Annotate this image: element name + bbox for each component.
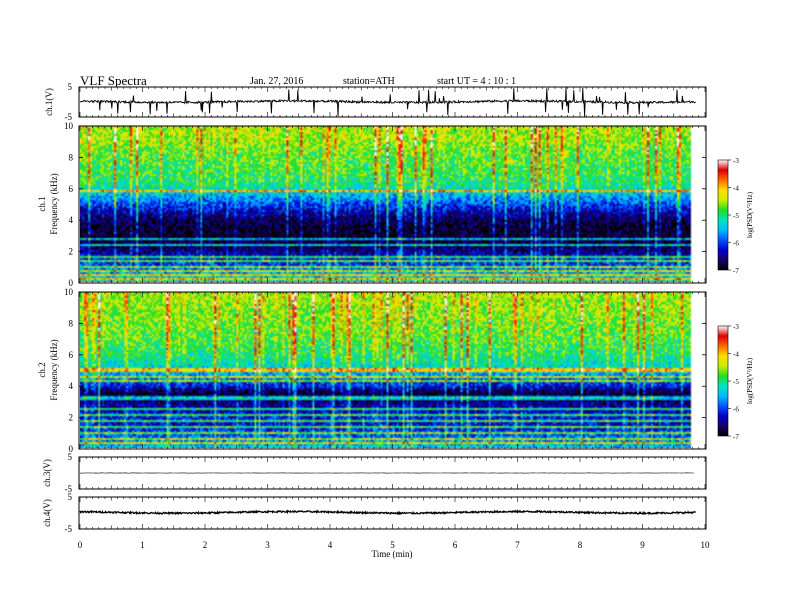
ch2-spectrogram-ylabel-channel: ch.2 (37, 362, 47, 377)
ch1-ytick-top: 5 (68, 82, 73, 92)
ch2-colorbar: -3 -4 -5 -6 -7 log(PSD(V²/Hz) (717, 323, 754, 441)
ch1-colorbar-label: log(PSD(V²/Hz) (746, 191, 754, 238)
ch3-ytick-bottom: -5 (65, 484, 73, 494)
ch1-spectrogram-ytick-label: 10 (64, 121, 74, 131)
ch1-colorbar: -3 -4 -5 -6 -7 log(PSD(V²/Hz) (717, 157, 754, 275)
x-tick-label: 2 (203, 540, 208, 550)
ch1-spectrogram-image (80, 126, 705, 282)
ch3-waveform-ylabel: ch.3(V) (42, 459, 52, 487)
ch2-colorbar-gradient (717, 325, 729, 437)
ch1-spectrogram-ylabel-channel: ch.1 (37, 196, 47, 211)
ch1-spectrogram-panel: 0 2 4 6 8 10 ch.1 Frequency (kHz) (37, 121, 707, 288)
start-time-label: start UT = 4 : 10 : 1 (437, 76, 516, 87)
ch2-spectrogram-ytick-label: 6 (69, 350, 74, 360)
ch4-ytick-top: 5 (68, 492, 73, 502)
ch2-colorbar-tick-label: -3 (733, 323, 739, 331)
ch2-spectrogram-ytick-label: 10 (64, 287, 74, 297)
figure-title: VLF Spectra (80, 73, 147, 88)
ch1-colorbar-tick-label: -5 (733, 212, 739, 220)
ch1-spectrogram-ytick-label: 8 (69, 152, 74, 162)
ch4-ytick-bottom: -5 (65, 524, 73, 534)
ch4-waveform-trace (79, 509, 697, 516)
ch1-colorbar-tick-label: -6 (733, 240, 739, 248)
ch2-colorbar-tick-label: -6 (733, 406, 739, 414)
date-label: Jan. 27, 2016 (250, 76, 303, 87)
ch4-waveform-ylabel: ch.4(V) (42, 499, 52, 527)
ch1-waveform-ylabel: ch.1(V) (44, 88, 54, 116)
ch2-spectrogram-ytick-label: 4 (69, 381, 74, 391)
ch1-spectrogram-ylabel-frequency: Frequency (kHz) (49, 173, 59, 234)
x-tick-label: 9 (640, 540, 645, 550)
ch2-colorbar-tick-label: -4 (733, 351, 739, 359)
ch2-spectrogram-image (80, 292, 705, 448)
x-tick-label: 3 (265, 540, 270, 550)
ch1-waveform-trace (79, 87, 696, 117)
x-tick-label: 1 (140, 540, 145, 550)
x-tick-label: 6 (453, 540, 458, 550)
ch2-spectrogram-ytick-label: 0 (69, 444, 74, 454)
x-tick-label: 5 (390, 540, 395, 550)
ch1-waveform-panel: 5 -5 ch.1(V) (44, 82, 707, 122)
x-tick-label: 4 (328, 540, 333, 550)
ch1-colorbar-gradient (717, 159, 729, 271)
ch2-spectrogram-ytick-label: 8 (69, 318, 74, 328)
ch2-spectrogram-panel: 0 2 4 6 8 10 ch.2 Frequency (kHz) (37, 287, 707, 454)
ch2-spectrogram-ytick-label: 2 (69, 413, 74, 423)
ch1-colorbar-tick-label: -4 (733, 185, 739, 193)
station-label: station=ATH (343, 76, 395, 87)
ch1-spectrogram-ytick-label: 2 (69, 247, 74, 257)
x-tick-label: 10 (701, 540, 711, 550)
x-tick-label: 0 (78, 540, 83, 550)
ch2-colorbar-tick-label: -7 (733, 433, 739, 441)
ch1-spectrogram-ytick-label: 4 (69, 215, 74, 225)
ch1-spectrogram-ytick-label: 6 (69, 184, 74, 194)
ch2-colorbar-tick-label: -5 (733, 378, 739, 386)
ch2-spectrogram-ylabel-frequency: Frequency (kHz) (49, 339, 59, 400)
ch1-spectrogram-ytick-label: 0 (69, 278, 74, 288)
ch1-colorbar-tick-label: -7 (733, 267, 739, 275)
ch2-colorbar-label: log(PSD(V²/Hz) (746, 357, 754, 404)
ch1-colorbar-tick-label: -3 (733, 157, 739, 165)
ch1-ytick-bottom: -5 (65, 112, 73, 122)
x-axis-label: Time (min) (372, 549, 413, 559)
x-tick-label: 8 (578, 540, 583, 550)
x-tick-label: 7 (515, 540, 520, 550)
ch3-ytick-top: 5 (68, 452, 73, 462)
